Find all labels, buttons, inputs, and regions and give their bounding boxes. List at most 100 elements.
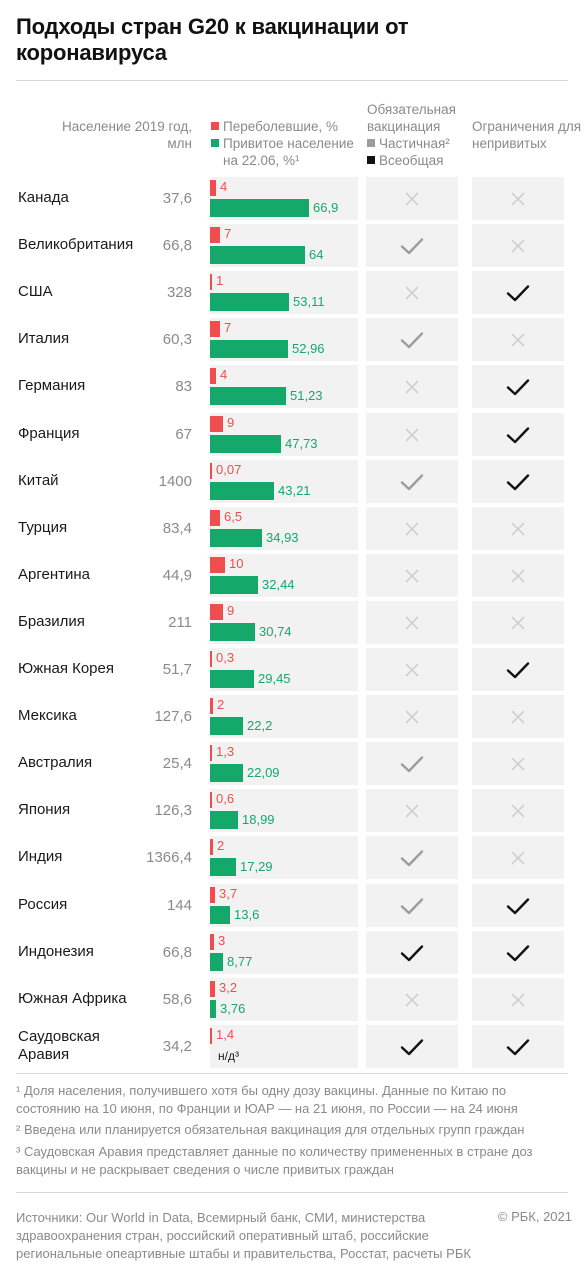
mandatory-cell <box>366 648 458 691</box>
table-row: Южная Африка 58,6 3,2 3,76 <box>0 976 584 1023</box>
vaccinated-bar <box>210 435 281 453</box>
bar-cell: 1 53,11 <box>210 271 358 314</box>
table-row: Индия 1366,4 2 17,29 <box>0 834 584 881</box>
country-name: Италия <box>18 330 70 347</box>
recovered-bar <box>210 274 212 290</box>
recovered-bar <box>210 934 214 950</box>
bar-legend: Переболевшие, % Привитое население на 22… <box>211 118 371 169</box>
vaccinated-bar <box>210 482 274 500</box>
population-value: 144 <box>166 897 192 914</box>
cross-icon <box>511 239 525 252</box>
country-name: Индия <box>18 848 63 865</box>
check-mark <box>400 755 424 772</box>
bar-cell: 9 30,74 <box>210 601 358 644</box>
mandatory-cell <box>366 836 458 879</box>
vaccinated-label: 64 <box>309 247 324 262</box>
bar-cell: 7 64 <box>210 224 358 267</box>
vaccinated-bar <box>210 576 258 594</box>
country-name: Турция <box>18 519 68 536</box>
population-value: 1366,4 <box>146 849 192 866</box>
cross-icon <box>511 522 525 535</box>
country-name: Австралия <box>18 754 93 771</box>
recovered-bar <box>210 180 216 196</box>
bar-cell: 0,6 18,99 <box>210 789 358 832</box>
table-row: Австралия 25,4 1,3 22,09 <box>0 740 584 787</box>
check-icon <box>506 1038 530 1055</box>
legend-partial-label: Частичная² <box>379 136 450 151</box>
vaccinated-label: 13,6 <box>234 907 260 922</box>
country-name: Бразилия <box>18 613 85 630</box>
restrictions-cell <box>472 177 564 220</box>
cross-icon <box>511 804 525 817</box>
vaccinated-bar <box>210 858 236 876</box>
mandatory-cell <box>366 365 458 408</box>
check-mark <box>400 1038 424 1055</box>
check-mark <box>400 331 424 348</box>
check-mark <box>400 897 424 914</box>
recovered-label: 7 <box>224 226 232 241</box>
vaccinated-label: 18,99 <box>242 812 275 827</box>
cross-icon <box>511 757 525 770</box>
recovered-bar <box>210 887 215 903</box>
cross-icon <box>405 286 419 299</box>
vaccinated-bar <box>210 811 238 829</box>
vaccinated-label: 52,96 <box>292 341 325 356</box>
cross-mark <box>511 804 525 817</box>
population-header: Население 2019 год, млн <box>62 119 192 151</box>
country-name: Саудовская Аравия <box>18 1028 100 1063</box>
recovered-bar <box>210 792 212 808</box>
check-mark <box>506 284 530 301</box>
cross-mark <box>405 663 419 676</box>
vaccinated-label: 30,74 <box>259 624 292 639</box>
footnote-3: ³ Саудовская Аравия представляет данные … <box>16 1144 533 1177</box>
cross-mark <box>511 239 525 252</box>
restrictions-cell <box>472 413 564 456</box>
check-icon <box>506 944 530 961</box>
recovered-bar <box>210 557 225 573</box>
country-name: Канада <box>18 189 69 206</box>
cross-mark <box>405 616 419 629</box>
check-icon <box>400 944 424 961</box>
population-value: 126,3 <box>154 802 192 819</box>
table-row: Аргентина 44,9 10 32,44 <box>0 552 584 599</box>
recovered-label: 3 <box>218 933 226 948</box>
recovered-label: 7 <box>224 320 232 335</box>
population-value: 25,4 <box>162 755 192 772</box>
cross-icon <box>511 616 525 629</box>
legend-vaccinated-label: Привитое население на 22.06, %¹ <box>223 136 354 168</box>
cross-mark <box>511 333 525 346</box>
mandatory-cell <box>366 931 458 974</box>
table-row: Италия 60,3 7 52,96 <box>0 316 584 363</box>
population-value: 211 <box>168 614 192 631</box>
cross-icon <box>511 192 525 205</box>
recovered-bar <box>210 698 213 714</box>
legend-universal: Всеобщая <box>367 152 477 169</box>
population-value: 328 <box>166 284 192 301</box>
restrictions-cell <box>472 978 564 1021</box>
cross-mark <box>405 192 419 205</box>
population-value: 1400 <box>158 473 192 490</box>
bar-cell: 0,07 43,21 <box>210 460 358 503</box>
vaccinated-label: 34,93 <box>266 530 299 545</box>
bar-cell: 3,7 13,6 <box>210 884 358 927</box>
bar-cell: 0,3 29,45 <box>210 648 358 691</box>
bar-cell: 2 22,2 <box>210 695 358 738</box>
vaccinated-bar <box>210 623 255 641</box>
bar-cell: 3,2 3,76 <box>210 978 358 1021</box>
table-row: Мексика 127,6 2 22,2 <box>0 693 584 740</box>
recovered-bar <box>210 839 213 855</box>
cross-mark <box>511 522 525 535</box>
divider <box>16 1192 568 1193</box>
cross-mark <box>405 710 419 723</box>
mandatory-cell <box>366 224 458 267</box>
restrictions-cell <box>472 507 564 550</box>
vaccinated-bar <box>210 764 243 782</box>
cross-mark <box>405 569 419 582</box>
recovered-bar <box>210 463 212 479</box>
check-mark <box>400 944 424 961</box>
table-row: Франция 67 9 47,73 <box>0 411 584 458</box>
vaccinated-label: 43,21 <box>278 483 311 498</box>
table-row: Южная Корея 51,7 0,3 29,45 <box>0 646 584 693</box>
recovered-bar <box>210 416 223 432</box>
vaccinated-label: 3,76 <box>220 1001 246 1016</box>
